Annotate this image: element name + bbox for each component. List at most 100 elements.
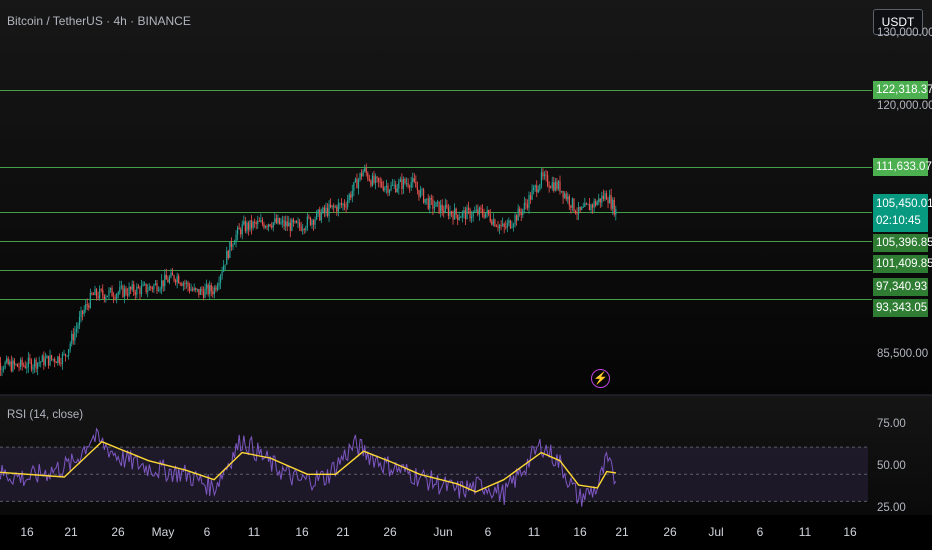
candle-body (54, 359, 56, 363)
candle-body (24, 365, 26, 369)
candle-body (4, 362, 6, 369)
candle-body (497, 226, 499, 229)
candle-body (396, 188, 398, 193)
candle-body (413, 178, 415, 182)
level-price-tag: 105,396.85 (873, 234, 932, 252)
rsi-indicator (0, 427, 868, 507)
candle-body (579, 206, 581, 210)
candle-body (556, 181, 558, 190)
candle-body (415, 181, 417, 188)
time-axis-label: 21 (64, 525, 78, 539)
candle-body (407, 183, 409, 187)
candle-body (261, 220, 263, 224)
candle-body (491, 221, 493, 225)
candle-body (450, 211, 453, 215)
candle-body (246, 222, 248, 232)
candle-body (82, 310, 84, 315)
candle-body (55, 362, 57, 364)
candle-body (289, 222, 291, 231)
candle-body (130, 287, 132, 290)
candle-body (20, 359, 22, 368)
candle-body (162, 280, 164, 287)
candle-body (436, 201, 439, 203)
candle-body (393, 184, 395, 186)
candle-body (285, 221, 287, 227)
time-axis-label: 11 (527, 525, 541, 539)
candle-body (69, 343, 71, 350)
time-axis-label: 16 (573, 525, 587, 539)
candle-body (206, 284, 208, 289)
candle-body (498, 225, 501, 229)
candle-body (150, 286, 152, 288)
candle-body (204, 288, 206, 298)
candle-body (47, 355, 50, 366)
candle-body (210, 285, 212, 292)
candle-body (334, 206, 336, 208)
candle-body (312, 220, 315, 225)
candle-body (548, 185, 550, 188)
candle-body (274, 218, 276, 223)
candle-body (295, 220, 298, 223)
candle-body (21, 359, 23, 366)
candle-body (32, 366, 34, 370)
candle-body (443, 210, 445, 213)
candle-body (455, 208, 457, 215)
candle-body (385, 185, 387, 188)
candle-body (114, 297, 116, 299)
candle-body (136, 286, 138, 295)
candle-body (540, 172, 542, 185)
candle-body (401, 179, 403, 189)
candle-body (503, 223, 505, 227)
candle-body (534, 185, 536, 188)
candle-body (585, 203, 587, 205)
candle-body (237, 227, 239, 235)
rsi-line (0, 427, 617, 507)
candle-body (438, 201, 440, 213)
candle-body (137, 286, 139, 289)
candle-body (250, 220, 253, 229)
time-axis-label: 6 (756, 525, 764, 539)
candle-body (466, 207, 468, 220)
candle-body (571, 198, 573, 208)
candle-body (13, 360, 15, 365)
candle-body (161, 280, 163, 289)
candle-body (51, 355, 53, 360)
candle-body (303, 229, 305, 230)
candle-body (179, 283, 181, 285)
candle-body (353, 182, 355, 191)
currency-button[interactable]: USDT (873, 9, 923, 35)
current-price-tag: 105,450.01 02:10:45 (873, 194, 932, 232)
candle-body (116, 294, 118, 299)
candle-body (447, 207, 449, 216)
candle-body (309, 217, 312, 225)
candlestick-series (0, 163, 617, 377)
candle-body (33, 359, 36, 367)
candle-body (230, 241, 232, 247)
candle-body (347, 200, 349, 207)
candle-body (49, 355, 51, 366)
candle-body (348, 194, 350, 201)
lightning-icon[interactable]: ⚡ (591, 369, 610, 388)
candle-body (147, 290, 149, 292)
candle-body (367, 172, 369, 179)
time-axis-label: 16 (843, 525, 857, 539)
candle-body (264, 226, 267, 228)
candle-body (461, 211, 463, 218)
candle-body (171, 272, 174, 276)
candle-body (376, 176, 378, 178)
candle-body (275, 218, 277, 224)
candle-body (83, 309, 85, 315)
rsi-title: RSI (14, close) (7, 409, 84, 421)
candle-body (368, 178, 370, 181)
candle-body (520, 212, 522, 216)
rsi-axis-label: 75.00 (877, 418, 906, 430)
candle-body (128, 287, 130, 296)
candle-body (384, 187, 386, 191)
time-axis-label: Jun (433, 525, 453, 539)
candle-body (588, 203, 591, 211)
candle-body (441, 204, 443, 211)
candle-body (103, 295, 105, 300)
candle-body (485, 213, 487, 218)
candle-body (202, 291, 205, 298)
